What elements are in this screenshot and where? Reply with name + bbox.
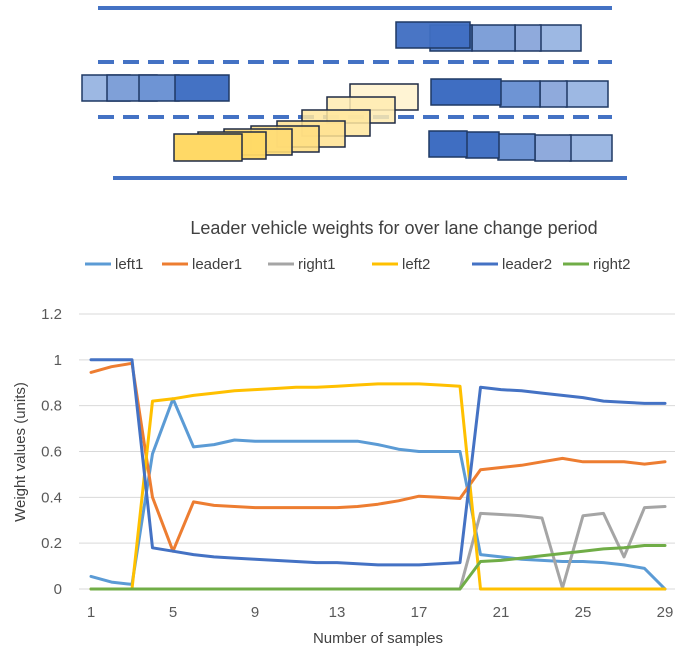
y-tick-label: 0.4 xyxy=(41,489,62,506)
vehicle-block xyxy=(428,130,468,158)
y-tick-label: 0.6 xyxy=(41,444,62,461)
y-tick-label: 1 xyxy=(54,352,62,369)
vehicle-block xyxy=(514,24,542,52)
x-tick-label: 17 xyxy=(411,604,428,621)
vehicle-block xyxy=(565,80,609,108)
y-tick-label: 0.2 xyxy=(41,535,62,552)
chart-title: Leader vehicle weights for over lane cha… xyxy=(190,218,597,238)
x-tick-label: 9 xyxy=(251,604,259,621)
top-lane-vehicles xyxy=(395,21,582,52)
legend-label-left1: left1 xyxy=(115,256,143,273)
bottom-lane-right-vehicles xyxy=(428,130,613,162)
vehicle-block xyxy=(569,134,613,162)
vehicle-block xyxy=(534,134,572,162)
vehicle-block xyxy=(430,78,502,106)
lane-change-scene xyxy=(81,6,627,180)
series-line-right2 xyxy=(89,544,667,591)
x-tick-label: 21 xyxy=(493,604,510,621)
vehicle-block xyxy=(174,74,230,102)
gridlines xyxy=(79,313,675,590)
x-tick-label: 25 xyxy=(575,604,592,621)
x-axis-ticks: 1 5 9 13 17 21 25 29 xyxy=(87,604,674,621)
y-axis-ticks: 0 0.2 0.4 0.6 0.8 1 1.2 xyxy=(41,306,62,598)
legend-label-right1: right1 xyxy=(298,256,336,273)
y-axis-title: Weight values (units) xyxy=(12,382,29,522)
y-tick-label: 1.2 xyxy=(41,306,62,323)
series-line-left1 xyxy=(89,397,667,591)
vehicle-block xyxy=(465,131,500,159)
series-lines xyxy=(89,358,667,591)
middle-lane-left-vehicles xyxy=(81,74,230,102)
x-tick-label: 29 xyxy=(657,604,674,621)
legend-label-leader2: leader2 xyxy=(502,256,552,273)
series-line-left2 xyxy=(89,382,667,591)
vehicle-block xyxy=(499,80,541,108)
vehicle-block xyxy=(173,133,243,162)
chart-legend: left1 leader1 right1 left2 leader2 right2 xyxy=(85,256,631,273)
legend-label-right2: right2 xyxy=(593,256,631,273)
vehicle-block xyxy=(497,133,536,161)
middle-lane-right-vehicles xyxy=(430,78,609,108)
series-line-leader2 xyxy=(89,358,667,567)
legend-label-left2: left2 xyxy=(402,256,430,273)
x-axis-title: Number of samples xyxy=(313,630,443,647)
y-tick-label: 0.8 xyxy=(41,398,62,415)
x-tick-label: 5 xyxy=(169,604,177,621)
vehicle-block xyxy=(395,21,471,49)
legend-label-leader1: leader1 xyxy=(192,256,242,273)
y-tick-label: 0 xyxy=(54,581,62,598)
vehicle-block xyxy=(471,24,516,52)
series-line-leader1 xyxy=(89,361,667,553)
vehicle-block xyxy=(539,24,582,52)
vehicle-block xyxy=(539,80,568,108)
x-tick-label: 1 xyxy=(87,604,95,621)
ego-vehicle-trajectory xyxy=(173,83,419,162)
x-tick-label: 13 xyxy=(329,604,346,621)
series-line-right1 xyxy=(89,505,667,591)
vehicle-block xyxy=(138,74,180,102)
